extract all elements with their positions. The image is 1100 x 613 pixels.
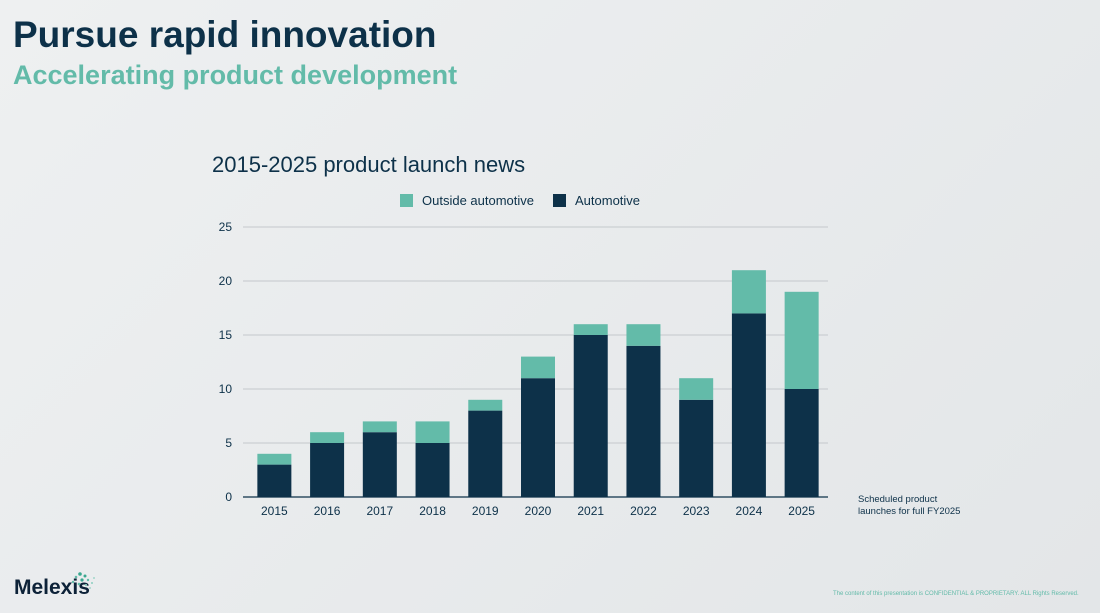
chart-note: Scheduled product launches for full FY20… <box>858 494 960 518</box>
melexis-logo: Melexis <box>14 576 90 599</box>
legend-label: Automotive <box>575 193 640 208</box>
legend-label: Outside automotive <box>422 193 534 208</box>
bar-outside-automotive-2019 <box>468 399 503 411</box>
y-tick-label: 20 <box>219 274 233 288</box>
x-tick-label: 2016 <box>314 504 341 518</box>
y-tick-label: 10 <box>219 382 233 396</box>
bar-automotive-2024 <box>731 313 766 497</box>
bar-automotive-2019 <box>468 410 503 497</box>
x-tick-label: 2024 <box>736 504 763 518</box>
bar-automotive-2025 <box>784 389 819 497</box>
bar-automotive-2020 <box>521 378 555 497</box>
x-tick-label: 2015 <box>261 504 288 518</box>
bar-outside-automotive-2024 <box>731 270 766 314</box>
legend-swatch <box>400 194 413 207</box>
bar-outside-automotive-2015 <box>257 453 292 465</box>
bar-outside-automotive-2021 <box>573 324 608 335</box>
x-tick-label: 2021 <box>577 504 604 518</box>
bar-automotive-2018 <box>415 443 450 497</box>
logo-dots-icon <box>71 572 95 589</box>
bar-automotive-2022 <box>626 345 661 497</box>
page-title: Pursue rapid innovation <box>13 14 437 55</box>
bar-outside-automotive-2025 <box>784 291 819 389</box>
x-tick-label: 2017 <box>366 504 393 518</box>
bar-automotive-2016 <box>310 443 345 497</box>
note-line-2: launches for full FY2025 <box>858 506 961 517</box>
x-tick-label: 2023 <box>683 504 710 518</box>
bar-outside-automotive-2017 <box>362 421 397 433</box>
confidentiality-footer: The content of this presentation is CONF… <box>833 591 1079 597</box>
x-tick-label: 2025 <box>788 504 815 518</box>
y-tick-label: 15 <box>219 328 233 342</box>
bar-outside-automotive-2023 <box>679 378 714 400</box>
x-tick-label: 2020 <box>525 504 552 518</box>
page-subtitle: Accelerating product development <box>13 60 458 90</box>
x-tick-label: 2018 <box>419 504 446 518</box>
bar-automotive-2023 <box>679 399 714 497</box>
bar-outside-automotive-2020 <box>521 356 555 379</box>
note-line-1: Scheduled product <box>858 494 938 505</box>
bar-outside-automotive-2018 <box>415 421 450 443</box>
bar-automotive-2015 <box>257 464 292 497</box>
bar-outside-automotive-2022 <box>626 324 661 346</box>
x-tick-label: 2019 <box>472 504 499 518</box>
bar-outside-automotive-2016 <box>310 432 345 443</box>
y-tick-label: 0 <box>225 490 232 504</box>
x-tick-label: 2022 <box>630 504 657 518</box>
y-tick-label: 25 <box>219 220 233 234</box>
y-tick-label: 5 <box>225 436 232 450</box>
bar-automotive-2017 <box>362 432 397 497</box>
legend-swatch <box>553 194 566 207</box>
chart-title: 2015-2025 product launch news <box>212 152 526 177</box>
bar-automotive-2021 <box>573 335 608 497</box>
